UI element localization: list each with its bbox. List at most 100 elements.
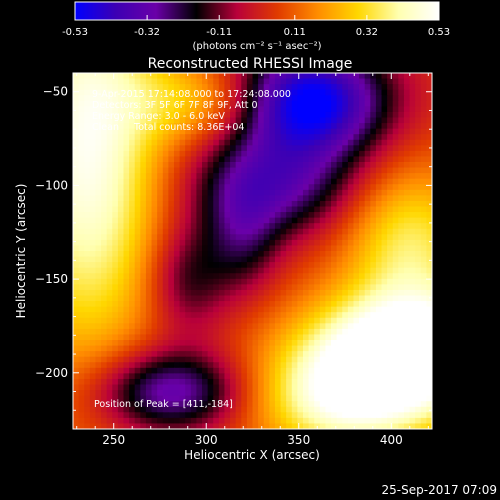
heatmap-cell: [78, 312, 85, 319]
heatmap-cell: [291, 373, 298, 380]
heatmap-cell: [89, 89, 97, 96]
heatmap-cell: [269, 328, 276, 336]
heatmap-cell: [359, 150, 366, 158]
heatmap-cell: [168, 123, 175, 130]
heatmap-cell: [252, 223, 259, 230]
heatmap-cell: [84, 150, 91, 158]
heatmap-cell: [213, 395, 220, 402]
heatmap-cell: [129, 73, 136, 80]
heatmap-cell: [353, 234, 360, 241]
heatmap-cell: [420, 384, 427, 391]
heatmap-cell: [415, 217, 422, 224]
heatmap-cell: [420, 89, 427, 96]
heatmap-cell: [73, 312, 80, 319]
heatmap-cell: [336, 162, 343, 169]
heatmap-cell: [370, 100, 377, 107]
heatmap-cell: [190, 162, 198, 169]
heatmap-cell: [336, 384, 343, 391]
heatmap-cell: [101, 328, 108, 336]
heatmap-cell: [213, 245, 220, 252]
heatmap-cell: [359, 89, 366, 96]
heatmap-cell: [179, 134, 186, 141]
heatmap-cell: [162, 73, 169, 80]
heatmap-cell: [381, 134, 388, 141]
heatmap-cell: [207, 134, 214, 141]
heatmap-cell: [426, 184, 432, 191]
heatmap-cell: [101, 412, 108, 419]
heatmap-cell: [403, 245, 411, 252]
heatmap-cell: [190, 200, 198, 208]
heatmap-cell: [246, 323, 254, 330]
heatmap-cell: [224, 200, 231, 208]
heatmap-cell: [179, 395, 186, 402]
heatmap-cell: [342, 395, 349, 402]
heatmap-cell: [258, 167, 265, 174]
heatmap-cell: [218, 128, 226, 135]
heatmap-cell: [364, 345, 371, 352]
heatmap-cell: [73, 223, 80, 230]
heatmap-cell: [302, 412, 310, 419]
heatmap-cell: [196, 273, 203, 280]
heatmap-cell: [336, 289, 343, 297]
heatmap-cell: [415, 378, 422, 386]
heatmap-cell: [426, 134, 432, 141]
heatmap-cell: [302, 245, 310, 252]
heatmap-cell: [140, 95, 147, 102]
heatmap-cell: [246, 295, 254, 302]
heatmap-cell: [185, 323, 192, 330]
heatmap-cell: [123, 173, 130, 180]
heatmap-cell: [286, 212, 293, 219]
heatmap-cell: [291, 289, 298, 297]
heatmap-cell: [95, 301, 102, 308]
heatmap-cell: [297, 117, 304, 124]
heatmap-cell: [106, 395, 113, 402]
heatmap-cell: [302, 95, 310, 102]
heatmap-cell: [297, 167, 304, 174]
heatmap-cell: [252, 100, 259, 107]
heatmap-cell: [336, 123, 343, 130]
heatmap-cell: [336, 367, 343, 374]
heatmap-cell: [157, 100, 164, 107]
heatmap-cell: [331, 217, 338, 224]
heatmap-cell: [117, 106, 125, 113]
heatmap-cell: [140, 228, 147, 235]
heatmap-cell: [269, 345, 276, 352]
heatmap-cell: [263, 150, 270, 158]
heatmap-cell: [370, 384, 377, 391]
heatmap-cell: [336, 200, 343, 208]
heatmap-cell: [269, 106, 276, 113]
heatmap-cell: [381, 128, 388, 135]
heatmap-cell: [302, 206, 310, 213]
heatmap-cell: [151, 184, 158, 191]
heatmap-cell: [190, 100, 198, 107]
heatmap-cell: [308, 123, 315, 130]
heatmap-cell: [325, 123, 332, 130]
heatmap-cell: [387, 401, 394, 408]
heatmap-cell: [173, 156, 181, 163]
heatmap-cell: [207, 189, 214, 196]
heatmap-cell: [336, 401, 343, 408]
heatmap-cell: [291, 378, 298, 386]
heatmap-cell: [291, 206, 298, 213]
heatmap-cell: [252, 200, 259, 208]
heatmap-cell: [291, 284, 298, 291]
heatmap-cell: [101, 262, 108, 269]
heatmap-cell: [392, 423, 399, 429]
heatmap-cell: [370, 84, 377, 91]
heatmap-cell: [403, 340, 411, 347]
heatmap-cell: [392, 384, 399, 391]
heatmap-cell: [101, 200, 108, 208]
heatmap-cell: [370, 406, 377, 413]
heatmap-cell: [162, 117, 169, 124]
heatmap-cell: [218, 239, 226, 247]
heatmap-cell: [297, 123, 304, 130]
heatmap-cell: [235, 89, 242, 96]
heatmap-cell: [364, 139, 371, 146]
heatmap-cell: [112, 306, 119, 313]
heatmap-cell: [370, 73, 377, 80]
heatmap-cell: [415, 351, 422, 358]
heatmap-cell: [370, 206, 377, 213]
heatmap-cell: [381, 395, 388, 402]
heatmap-cell: [73, 234, 80, 241]
heatmap-cell: [415, 228, 422, 235]
